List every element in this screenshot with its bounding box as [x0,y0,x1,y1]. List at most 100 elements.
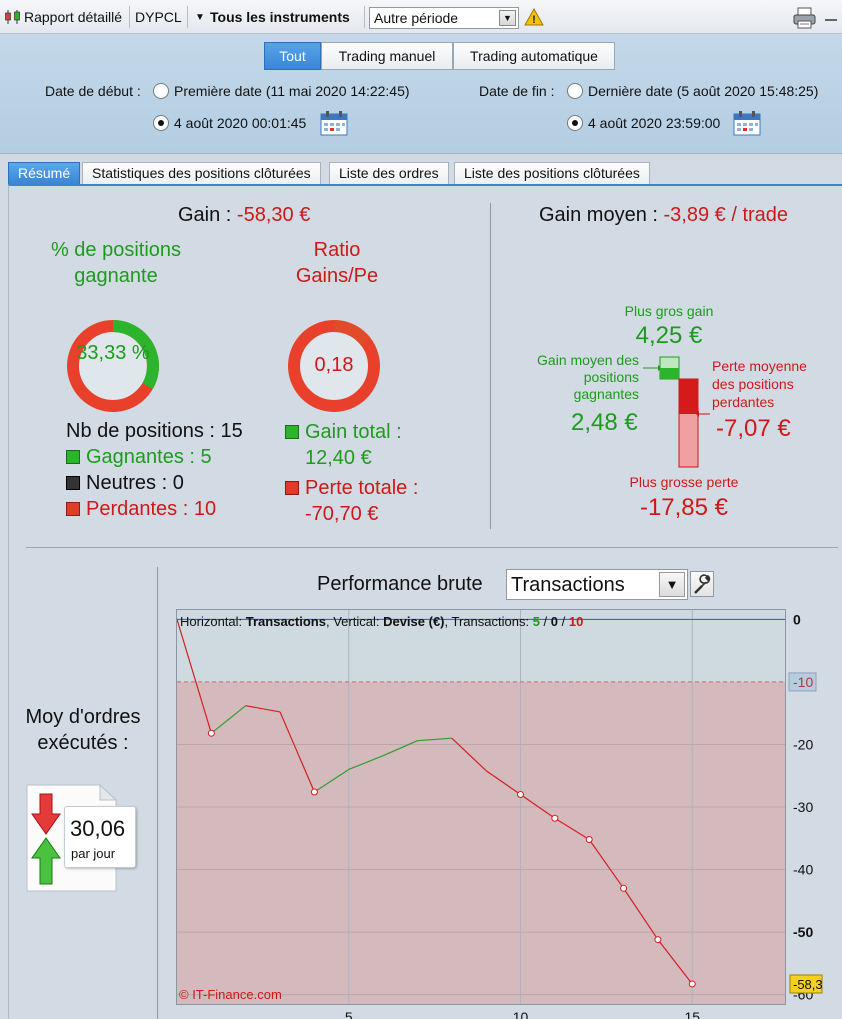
series-segment [245,705,281,713]
tab-closed-positions[interactable]: Liste des positions clôturées [454,162,650,184]
orders-unit: par jour [71,846,116,861]
biggest-gain-label: Plus gros gain [624,303,714,319]
start-date-label: Date de début : [45,83,141,99]
start-custom-label[interactable]: 4 août 2020 00:01:45 [174,115,307,131]
wrench-icon[interactable] [690,571,714,597]
series-segment [485,770,521,795]
red-square-icon [66,502,80,516]
filter-panel: Tout Trading manuel Trading automatique … [0,34,842,154]
end-last-radio[interactable] [567,83,583,99]
toolbar-separator [129,6,130,28]
series-segment [554,817,590,841]
report-label[interactable]: Rapport détaillé [24,9,123,25]
avg-gain-label: Gain moyen : [539,204,658,226]
neutral-count-text: Neutres : 0 [86,472,184,494]
performance-mode-value: Transactions [511,574,625,596]
minimize-icon[interactable] [824,8,838,22]
start-custom-radio[interactable] [153,115,169,131]
toolbar-separator [187,6,188,28]
total-gain-label: Gain total : [285,421,402,444]
data-point [207,729,215,737]
total-loss-value: -70,70 € [305,503,379,525]
avg-losing-value: -7,07 € [716,415,791,442]
winning-count: Gagnantes : 5 [66,446,212,469]
instruments-dropdown[interactable]: Tous les instruments [210,9,350,25]
orders-label: Moy d'ordres exécutés : [25,706,141,754]
account-label[interactable]: DYPCL [135,9,182,25]
segment-automatic[interactable]: Trading automatique [453,42,615,70]
toolbar: Rapport détaillé DYPCL ▼ Tous les instru… [0,0,842,34]
series-segment [314,768,350,793]
series-segment [382,740,418,757]
pct-winning-arc [67,320,159,412]
series-segment [279,711,315,793]
gain-label: Gain : [178,204,232,226]
gain-value: -58,30 € [236,204,311,226]
losing-count-text: Perdantes : 10 [86,498,217,520]
info-vertical-value: Devise (€) [383,614,445,629]
data-point [551,814,559,822]
total-loss-label-text: Perte totale : [305,477,419,499]
vertical-divider [490,203,491,529]
end-date-label: Date de fin : [479,83,555,99]
printer-icon[interactable] [792,6,818,35]
series-segment [588,839,625,889]
candlestick-icon [4,9,22,25]
series-segment [451,737,487,772]
data-point [517,790,525,798]
info-transactions-label: Transactions: [451,614,530,629]
warning-icon[interactable]: ! [524,7,544,31]
info-vertical-label: Vertical: [333,614,380,629]
calendar-icon[interactable] [733,110,761,141]
black-square-icon [66,476,80,490]
segment-manual[interactable]: Trading manuel [321,42,453,70]
performance-chart: Horizontal: Transactions, Vertical: Devi… [176,609,786,1005]
orders-value-box: 30,06 par jour [64,806,136,868]
period-select[interactable]: Autre période ▼ [369,7,519,29]
data-point [620,884,628,892]
chevron-down-icon[interactable]: ▼ [659,572,685,597]
segment-all[interactable]: Tout [264,42,321,70]
chevron-down-icon[interactable]: ▼ [499,10,516,26]
avg-gain-value: -3,89 € / trade [663,204,789,226]
end-custom-label[interactable]: 4 août 2020 23:59:00 [588,115,721,131]
tab-closed-stats[interactable]: Statistiques des positions clôturées [82,162,321,184]
start-first-radio[interactable] [153,83,169,99]
biggest-gain-value: 4,25 € [635,322,703,349]
info-tx-neutral: 0 [550,614,558,629]
data-point [688,980,696,988]
info-horizontal-label: Horizontal: [180,614,243,629]
vertical-divider [157,567,158,1019]
info-tx-loss: 10 [568,614,584,629]
total-loss-label: Perte totale : [285,477,418,500]
total-gain-label-text: Gain total : [305,421,402,443]
losing-count: Perdantes : 10 [66,498,216,521]
biggest-loss-value: -17,85 € [639,494,729,521]
tab-orders[interactable]: Liste des ordres [329,162,449,184]
performance-mode-select[interactable]: Transactions ▼ [506,569,688,600]
tab-summary[interactable]: Résumé [8,162,81,184]
orders-value: 30,06 [70,816,126,841]
chart-copyright: © IT-Finance.com [179,987,282,1002]
series-segment [417,737,452,742]
ratio-arc [288,320,380,412]
info-tx-win: 5 [532,614,540,629]
biggest-loss-label: Plus grosse perte [629,474,739,490]
data-point [585,836,593,844]
start-first-label[interactable]: Première date (11 mai 2020 14:22:45) [174,83,410,99]
calendar-icon[interactable] [320,110,348,141]
gain-loss-bar [643,356,710,468]
avg-losing-label: Perte moyenne des positions perdantes [712,358,807,410]
data-point [310,788,318,796]
total-gain-value: 12,40 € [305,447,372,469]
end-last-label[interactable]: Dernière date (5 août 2020 15:48:25) [588,83,819,99]
avg-winning-value: 2,48 € [571,409,638,436]
ratio-value: 0,18 [314,354,354,376]
series-segment [177,619,212,734]
end-custom-radio[interactable] [567,115,583,131]
pct-winning-title: % de positions gagnante [50,239,182,287]
red-square-icon [285,481,299,495]
gain-summary: Gain : -58,30 € [178,204,310,227]
caret-down-icon[interactable]: ▼ [195,12,205,23]
chart-info: Horizontal: Transactions, Vertical: Devi… [180,614,584,629]
